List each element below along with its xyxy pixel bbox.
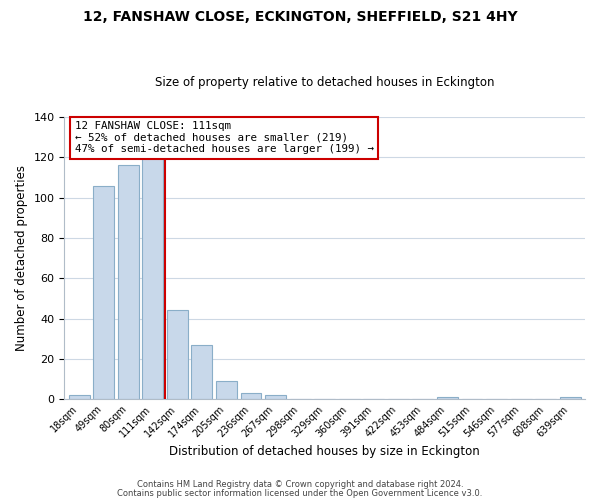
Bar [118,166,139,399]
Bar [93,186,114,399]
Text: 12, FANSHAW CLOSE, ECKINGTON, SHEFFIELD, S21 4HY: 12, FANSHAW CLOSE, ECKINGTON, SHEFFIELD,… [83,10,517,24]
Bar [69,395,89,399]
Text: 12 FANSHAW CLOSE: 111sqm
← 52% of detached houses are smaller (219)
47% of semi-: 12 FANSHAW CLOSE: 111sqm ← 52% of detach… [75,122,374,154]
X-axis label: Distribution of detached houses by size in Eckington: Distribution of detached houses by size … [169,444,480,458]
Text: Contains HM Land Registry data © Crown copyright and database right 2024.: Contains HM Land Registry data © Crown c… [137,480,463,489]
Title: Size of property relative to detached houses in Eckington: Size of property relative to detached ho… [155,76,494,90]
Bar [142,131,163,399]
Y-axis label: Number of detached properties: Number of detached properties [15,165,28,351]
Bar [191,344,212,399]
Bar [560,397,581,399]
Bar [167,310,188,399]
Bar [241,393,262,399]
Bar [265,395,286,399]
Text: Contains public sector information licensed under the Open Government Licence v3: Contains public sector information licen… [118,488,482,498]
Bar [437,397,458,399]
Bar [216,381,237,399]
